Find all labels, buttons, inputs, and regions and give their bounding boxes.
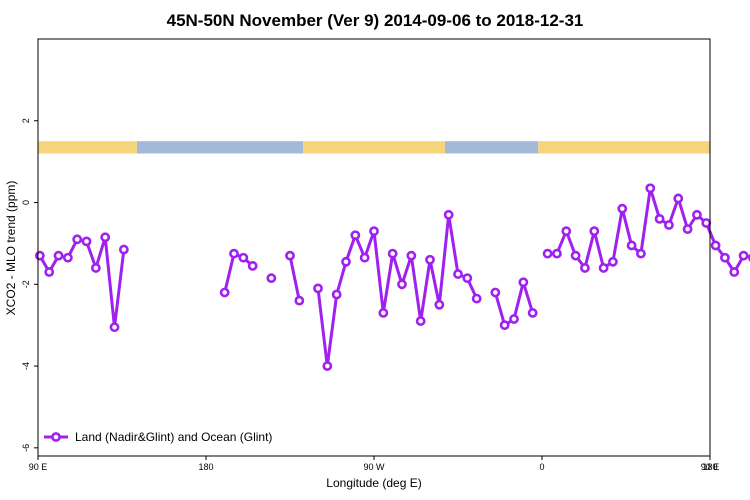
data-point (397, 279, 407, 290)
data-point (738, 250, 749, 261)
band-segment-land (38, 141, 137, 154)
series-lines (38, 186, 750, 368)
x-tick-label: 90 E (29, 462, 48, 472)
band-segment-land (303, 141, 445, 154)
data-point (72, 234, 83, 245)
data-point (664, 220, 674, 230)
data-point (62, 252, 73, 263)
data-point (453, 269, 463, 279)
legend-marker (51, 432, 61, 442)
land-ocean-band (38, 141, 710, 154)
data-point (729, 267, 740, 277)
data-point (443, 209, 454, 220)
data-point (499, 320, 510, 331)
data-point (350, 230, 361, 241)
data-point (509, 314, 519, 324)
data-point (109, 322, 120, 333)
y-tick-label: -4 (21, 362, 31, 370)
series-line (38, 235, 126, 329)
data-point (720, 252, 730, 263)
band-segment-ocean (136, 141, 304, 154)
series-line (316, 213, 479, 368)
data-point (645, 183, 656, 194)
data-point (219, 287, 230, 298)
data-point (542, 248, 553, 259)
data-point (692, 209, 702, 220)
legend: Land (Nadir&Glint) and Ocean (Glint) (44, 430, 272, 444)
data-point (425, 254, 435, 265)
data-point (415, 316, 426, 326)
x-tick-label: 180 (198, 462, 213, 472)
legend-label: Land (Nadir&Glint) and Ocean (Glint) (75, 430, 272, 444)
data-point (552, 248, 562, 259)
data-point (406, 250, 417, 261)
x-tick-label: 180 (702, 462, 717, 472)
data-point (527, 308, 538, 318)
data-point (570, 250, 581, 261)
data-point (266, 273, 277, 284)
data-point (626, 240, 637, 251)
band-segment-ocean (444, 141, 539, 154)
data-point (285, 250, 295, 261)
data-point (341, 256, 351, 267)
data-point (561, 226, 572, 237)
data-point (118, 244, 129, 255)
data-point (462, 273, 473, 284)
data-point (490, 287, 501, 298)
series-line (223, 252, 254, 293)
data-point (359, 252, 370, 263)
y-axis-label: XCO2 - MLO trend (ppm) (4, 181, 18, 316)
series-points (34, 183, 750, 371)
plot-frame (37, 38, 711, 457)
data-point (710, 240, 721, 251)
data-point (589, 226, 600, 237)
data-point (44, 267, 55, 277)
data-point (378, 308, 389, 318)
data-point (608, 256, 618, 267)
data-point (331, 289, 342, 300)
data-point (53, 250, 64, 261)
data-point (434, 299, 445, 310)
y-tick-label: -2 (21, 280, 31, 288)
data-point (34, 250, 45, 261)
data-point (322, 361, 333, 371)
x-tick-label: 0 (539, 462, 544, 472)
data-point (90, 263, 101, 273)
data-point (229, 248, 239, 259)
y-tick-label: 2 (21, 118, 31, 123)
chart-title: 45N-50N November (Ver 9) 2014-09-06 to 2… (167, 11, 584, 30)
data-point (313, 283, 323, 294)
data-point (387, 248, 398, 259)
data-point (471, 293, 482, 304)
x-tick-label: 90 W (363, 462, 385, 472)
y-axis: 2 0 -2 -4 -6 (21, 118, 38, 452)
data-point (673, 193, 684, 204)
data-point (100, 232, 111, 243)
data-point (636, 248, 646, 259)
y-tick-label: -6 (21, 444, 31, 452)
data-point (682, 224, 693, 235)
x-tick-label: 90 E (701, 462, 720, 472)
data-point (294, 295, 305, 306)
data-point (617, 203, 628, 214)
band-segment-land (538, 141, 710, 154)
data-point (654, 213, 665, 224)
data-point (598, 263, 609, 273)
series-line (288, 255, 301, 301)
data-point (518, 277, 529, 288)
y-tick-label: 0 (21, 200, 31, 205)
data-point (247, 260, 258, 271)
data-point (369, 226, 379, 237)
data-point (81, 236, 92, 247)
x-axis-label: Longitude (deg E) (326, 476, 421, 490)
data-point (580, 263, 590, 273)
data-point (701, 218, 712, 228)
data-point (238, 252, 249, 263)
